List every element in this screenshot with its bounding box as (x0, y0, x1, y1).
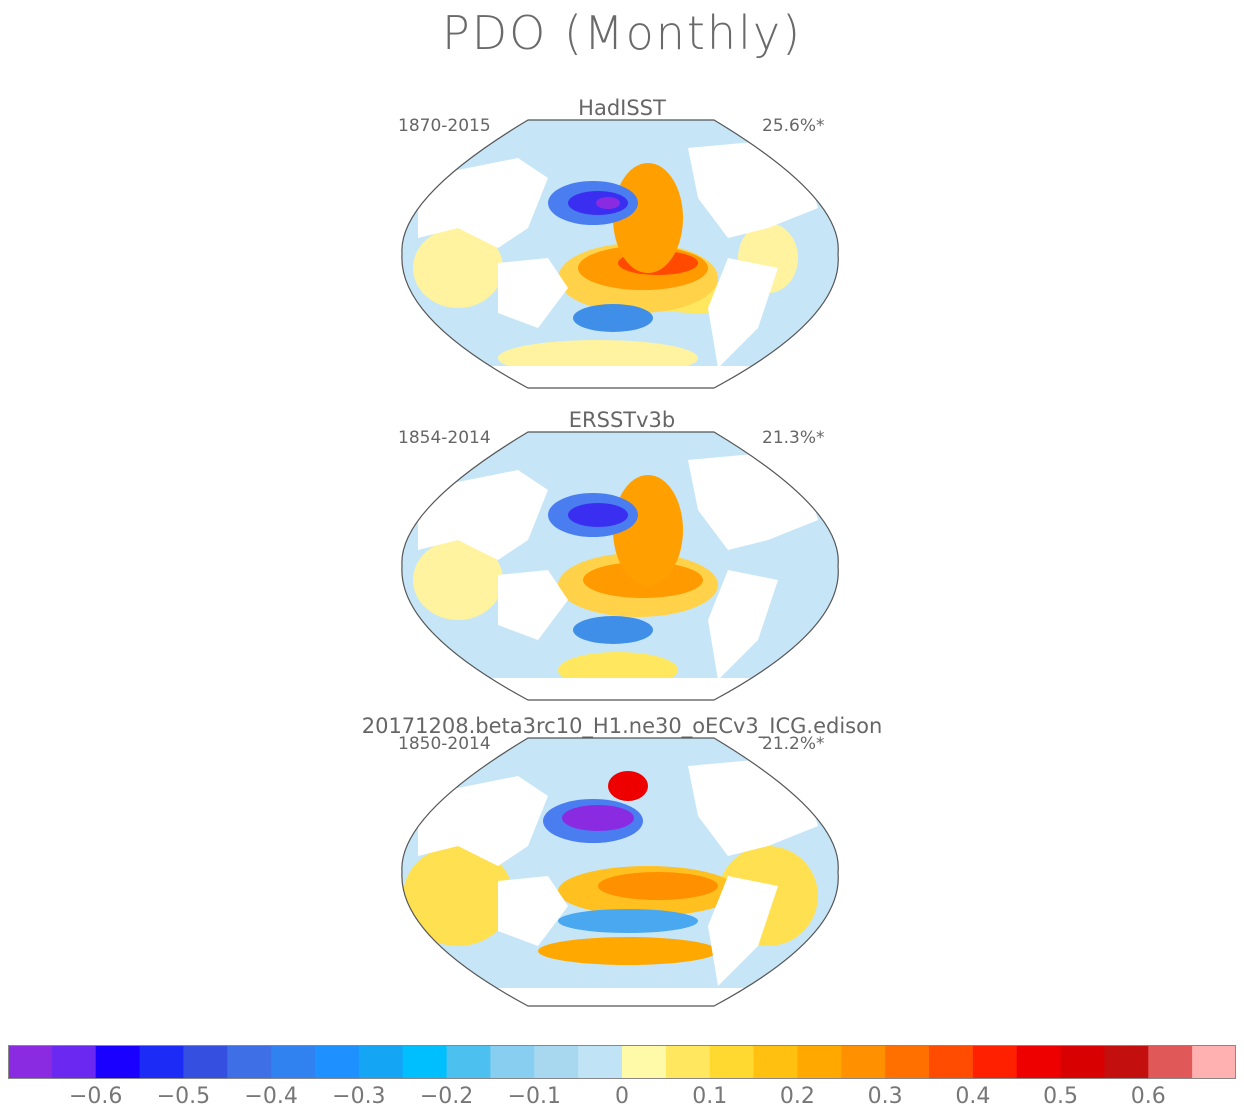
colorbar-tick-label: 0.1 (692, 1084, 728, 1109)
colorbar-swatch (578, 1045, 623, 1079)
panel-title: HadISST (578, 96, 666, 120)
panel-title: ERSSTv3b (568, 408, 676, 432)
colorbar-tick-label: 0.2 (779, 1084, 815, 1109)
colorbar-tick-label: −0.3 (332, 1084, 386, 1109)
colorbar-swatch (534, 1045, 579, 1079)
colorbar-swatch (8, 1045, 53, 1079)
pdo-map (401, 431, 839, 701)
pdo-map (401, 737, 839, 1007)
panel-variance: 21.2%* (762, 734, 825, 754)
panel-variance: 21.3%* (762, 428, 825, 448)
colorbar-swatch (972, 1045, 1018, 1079)
colorbar-swatch (315, 1045, 360, 1079)
colorbar-swatch (183, 1045, 228, 1079)
map-panel-hadisst: HadISST 1870-2015 25.6%* (0, 96, 1244, 406)
map-panel-ersstv3b: ERSSTv3b 1854-2014 21.3%* (0, 408, 1244, 718)
colorbar-swatch (753, 1045, 798, 1079)
colorbar-swatch (1060, 1045, 1105, 1079)
colorbar-tick-label: −0.4 (244, 1084, 298, 1109)
colorbar-swatch (271, 1045, 316, 1079)
panel-title: 20171208.beta3rc10_H1.ne30_oECv3_ICG.edi… (361, 714, 883, 738)
colorbar-tick-label: 0.3 (867, 1084, 903, 1109)
colorbar-tick-label: 0.4 (955, 1084, 991, 1109)
colorbar-swatch (885, 1045, 930, 1079)
colorbar-swatch (358, 1045, 404, 1079)
colorbar-swatch (1148, 1045, 1193, 1079)
map-panel-model: 20171208.beta3rc10_H1.ne30_oECv3_ICG.edi… (0, 714, 1244, 1024)
panel-years: 1870-2015 (398, 116, 491, 136)
colorbar-swatch (622, 1045, 667, 1079)
colorbar-swatch (1016, 1045, 1062, 1079)
colorbar-swatch (797, 1045, 842, 1079)
colorbar-swatch (95, 1045, 141, 1079)
panel-years: 1854-2014 (398, 428, 491, 448)
panel-years: 1850-2014 (398, 734, 491, 754)
colorbar-tick-label: −0.5 (156, 1084, 211, 1109)
colorbar-tick-label: −0.6 (68, 1084, 123, 1109)
figure-title: PDO (Monthly) (441, 6, 803, 60)
colorbar-tick-label: −0.2 (419, 1084, 474, 1109)
colorbar-swatch (929, 1045, 974, 1079)
colorbar-tick-label: 0.5 (1043, 1084, 1079, 1109)
colorbar-swatch (665, 1045, 711, 1079)
panel-variance: 25.6%* (762, 116, 825, 136)
colorbar-swatch (51, 1045, 97, 1079)
colorbar-swatch (1104, 1045, 1149, 1079)
colorbar-swatch (709, 1045, 755, 1079)
colorbar-tick-label: 0 (615, 1084, 629, 1109)
pdo-map (401, 119, 839, 389)
colorbar (8, 1045, 1236, 1079)
colorbar-swatch (841, 1045, 886, 1079)
colorbar-swatch (490, 1045, 535, 1079)
colorbar-swatch (227, 1045, 272, 1079)
colorbar-swatch (446, 1045, 491, 1079)
colorbar-swatch (402, 1045, 448, 1079)
colorbar-tick-label: 0.6 (1130, 1084, 1166, 1109)
colorbar-swatch (139, 1045, 184, 1079)
colorbar-tick-label: −0.1 (507, 1084, 561, 1109)
colorbar-swatch (1192, 1045, 1236, 1079)
